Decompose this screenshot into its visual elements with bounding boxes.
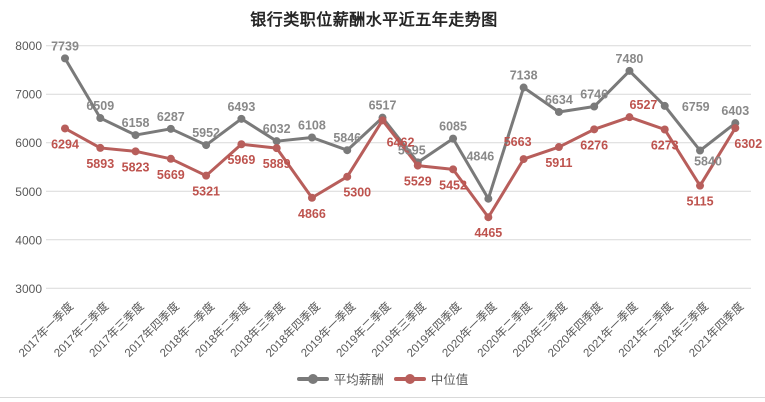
data-label-median: 5300 xyxy=(343,186,371,200)
y-axis-tick-label: 8000 xyxy=(15,39,42,53)
chart-title: 银行类职位薪酬水平近五年走势图 xyxy=(250,12,498,29)
data-label-average-salary: 6509 xyxy=(86,99,114,113)
data-label-average-salary: 7739 xyxy=(51,39,79,53)
data-label-median: 4465 xyxy=(474,226,502,240)
series-line-median xyxy=(63,115,737,219)
data-point-marker-median xyxy=(166,154,175,163)
data-point-marker-average-salary xyxy=(307,133,316,142)
legend-item-median: 中位值 xyxy=(393,369,469,388)
data-label-average-salary: 5846 xyxy=(333,131,361,145)
data-point-marker-median xyxy=(554,143,563,152)
data-label-average-salary: 6108 xyxy=(298,118,326,132)
legend-label-average-salary: 平均薪酬 xyxy=(333,373,384,387)
data-label-average-salary: 4846 xyxy=(466,150,494,164)
data-label-average-salary: 6158 xyxy=(122,116,150,130)
data-label-median: 5529 xyxy=(404,175,432,189)
data-label-median: 6462 xyxy=(387,135,415,149)
data-point-marker-median xyxy=(590,125,599,134)
data-point-marker-median xyxy=(237,140,246,149)
data-label-average-salary: 6759 xyxy=(682,100,710,114)
data-label-average-salary: 6746 xyxy=(580,88,608,102)
data-point-marker-median xyxy=(131,147,140,156)
data-point-marker-median xyxy=(696,181,705,190)
data-point-marker-median xyxy=(61,124,69,133)
data-label-median: 5823 xyxy=(122,160,150,174)
data-label-average-salary: 7138 xyxy=(510,69,538,83)
legend-label-median: 中位值 xyxy=(430,373,469,387)
legend: 平均薪酬 中位值 xyxy=(0,369,765,388)
data-point-marker-median xyxy=(343,172,352,181)
data-label-average-salary: 5952 xyxy=(192,126,220,140)
data-label-median: 6276 xyxy=(580,138,608,152)
data-label-median: 6294 xyxy=(51,137,79,151)
data-point-marker-average-salary xyxy=(61,54,69,63)
data-point-marker-average-salary xyxy=(131,131,140,140)
data-label-median: 5321 xyxy=(192,185,220,199)
y-axis-tick-label: 4000 xyxy=(15,233,42,247)
data-label-median: 6527 xyxy=(630,98,658,112)
data-point-marker-average-salary xyxy=(237,114,246,123)
data-point-marker-average-salary xyxy=(519,83,528,92)
data-point-marker-average-salary xyxy=(554,107,563,116)
data-label-median: 4866 xyxy=(298,207,326,221)
legend-dot-icon xyxy=(307,373,318,384)
data-label-median: 5969 xyxy=(227,153,255,167)
data-point-marker-median xyxy=(449,165,458,174)
data-label-average-salary: 6493 xyxy=(227,100,255,114)
y-axis-tick-label: 6000 xyxy=(15,136,42,150)
data-point-marker-median xyxy=(272,144,281,153)
y-axis-tick-label: 3000 xyxy=(15,282,42,296)
data-point-marker-median xyxy=(731,124,740,133)
data-label-median: 6302 xyxy=(734,137,762,151)
data-point-marker-median xyxy=(519,155,528,164)
data-label-average-salary: 6634 xyxy=(545,93,573,107)
data-label-average-salary: 5840 xyxy=(694,155,722,169)
data-point-marker-median xyxy=(307,193,316,202)
data-point-marker-average-salary xyxy=(696,146,705,155)
data-point-marker-average-salary xyxy=(625,66,634,75)
data-label-median: 5893 xyxy=(86,157,114,171)
legend-line-marker-icon xyxy=(393,373,426,384)
legend-dot-icon xyxy=(404,373,415,384)
data-point-marker-average-salary xyxy=(202,141,211,150)
data-label-median: 5115 xyxy=(686,195,713,209)
data-label-median: 5669 xyxy=(157,168,185,182)
data-point-marker-average-salary xyxy=(484,194,493,203)
y-axis-tick-label: 5000 xyxy=(15,185,42,199)
data-point-marker-average-salary xyxy=(660,101,669,110)
data-point-marker-median xyxy=(660,125,669,134)
legend-item-average-salary: 平均薪酬 xyxy=(296,369,384,388)
data-point-marker-median xyxy=(378,116,387,125)
data-label-average-salary: 6517 xyxy=(369,99,397,113)
data-point-marker-average-salary xyxy=(272,137,281,146)
data-label-average-salary: 6287 xyxy=(157,110,185,124)
bottom-divider xyxy=(0,397,765,398)
data-point-marker-average-salary xyxy=(449,134,458,143)
data-point-marker-median xyxy=(484,213,493,222)
data-point-marker-average-salary xyxy=(166,124,175,133)
data-point-marker-median xyxy=(625,113,634,122)
data-label-average-salary: 5595 xyxy=(398,143,426,157)
data-label-average-salary: 6032 xyxy=(263,122,291,136)
data-point-marker-median xyxy=(413,161,422,170)
data-point-marker-average-salary xyxy=(343,146,352,155)
data-label-median: 5889 xyxy=(263,157,291,171)
legend-line-marker-icon xyxy=(296,373,329,384)
data-label-median: 5911 xyxy=(545,156,572,170)
data-point-marker-average-salary xyxy=(96,114,105,123)
data-label-median: 5663 xyxy=(504,135,532,149)
data-point-marker-median xyxy=(202,171,211,180)
data-label-average-salary: 7480 xyxy=(616,52,644,66)
data-point-marker-median xyxy=(96,143,105,152)
data-label-average-salary: 6403 xyxy=(721,104,749,118)
data-label-median: 6273 xyxy=(651,138,679,152)
y-axis-tick-label: 7000 xyxy=(15,88,42,102)
series-line-average-salary xyxy=(63,56,737,201)
data-label-average-salary: 6085 xyxy=(439,120,467,134)
data-point-marker-average-salary xyxy=(590,102,599,111)
data-label-median: 5452 xyxy=(439,178,467,192)
